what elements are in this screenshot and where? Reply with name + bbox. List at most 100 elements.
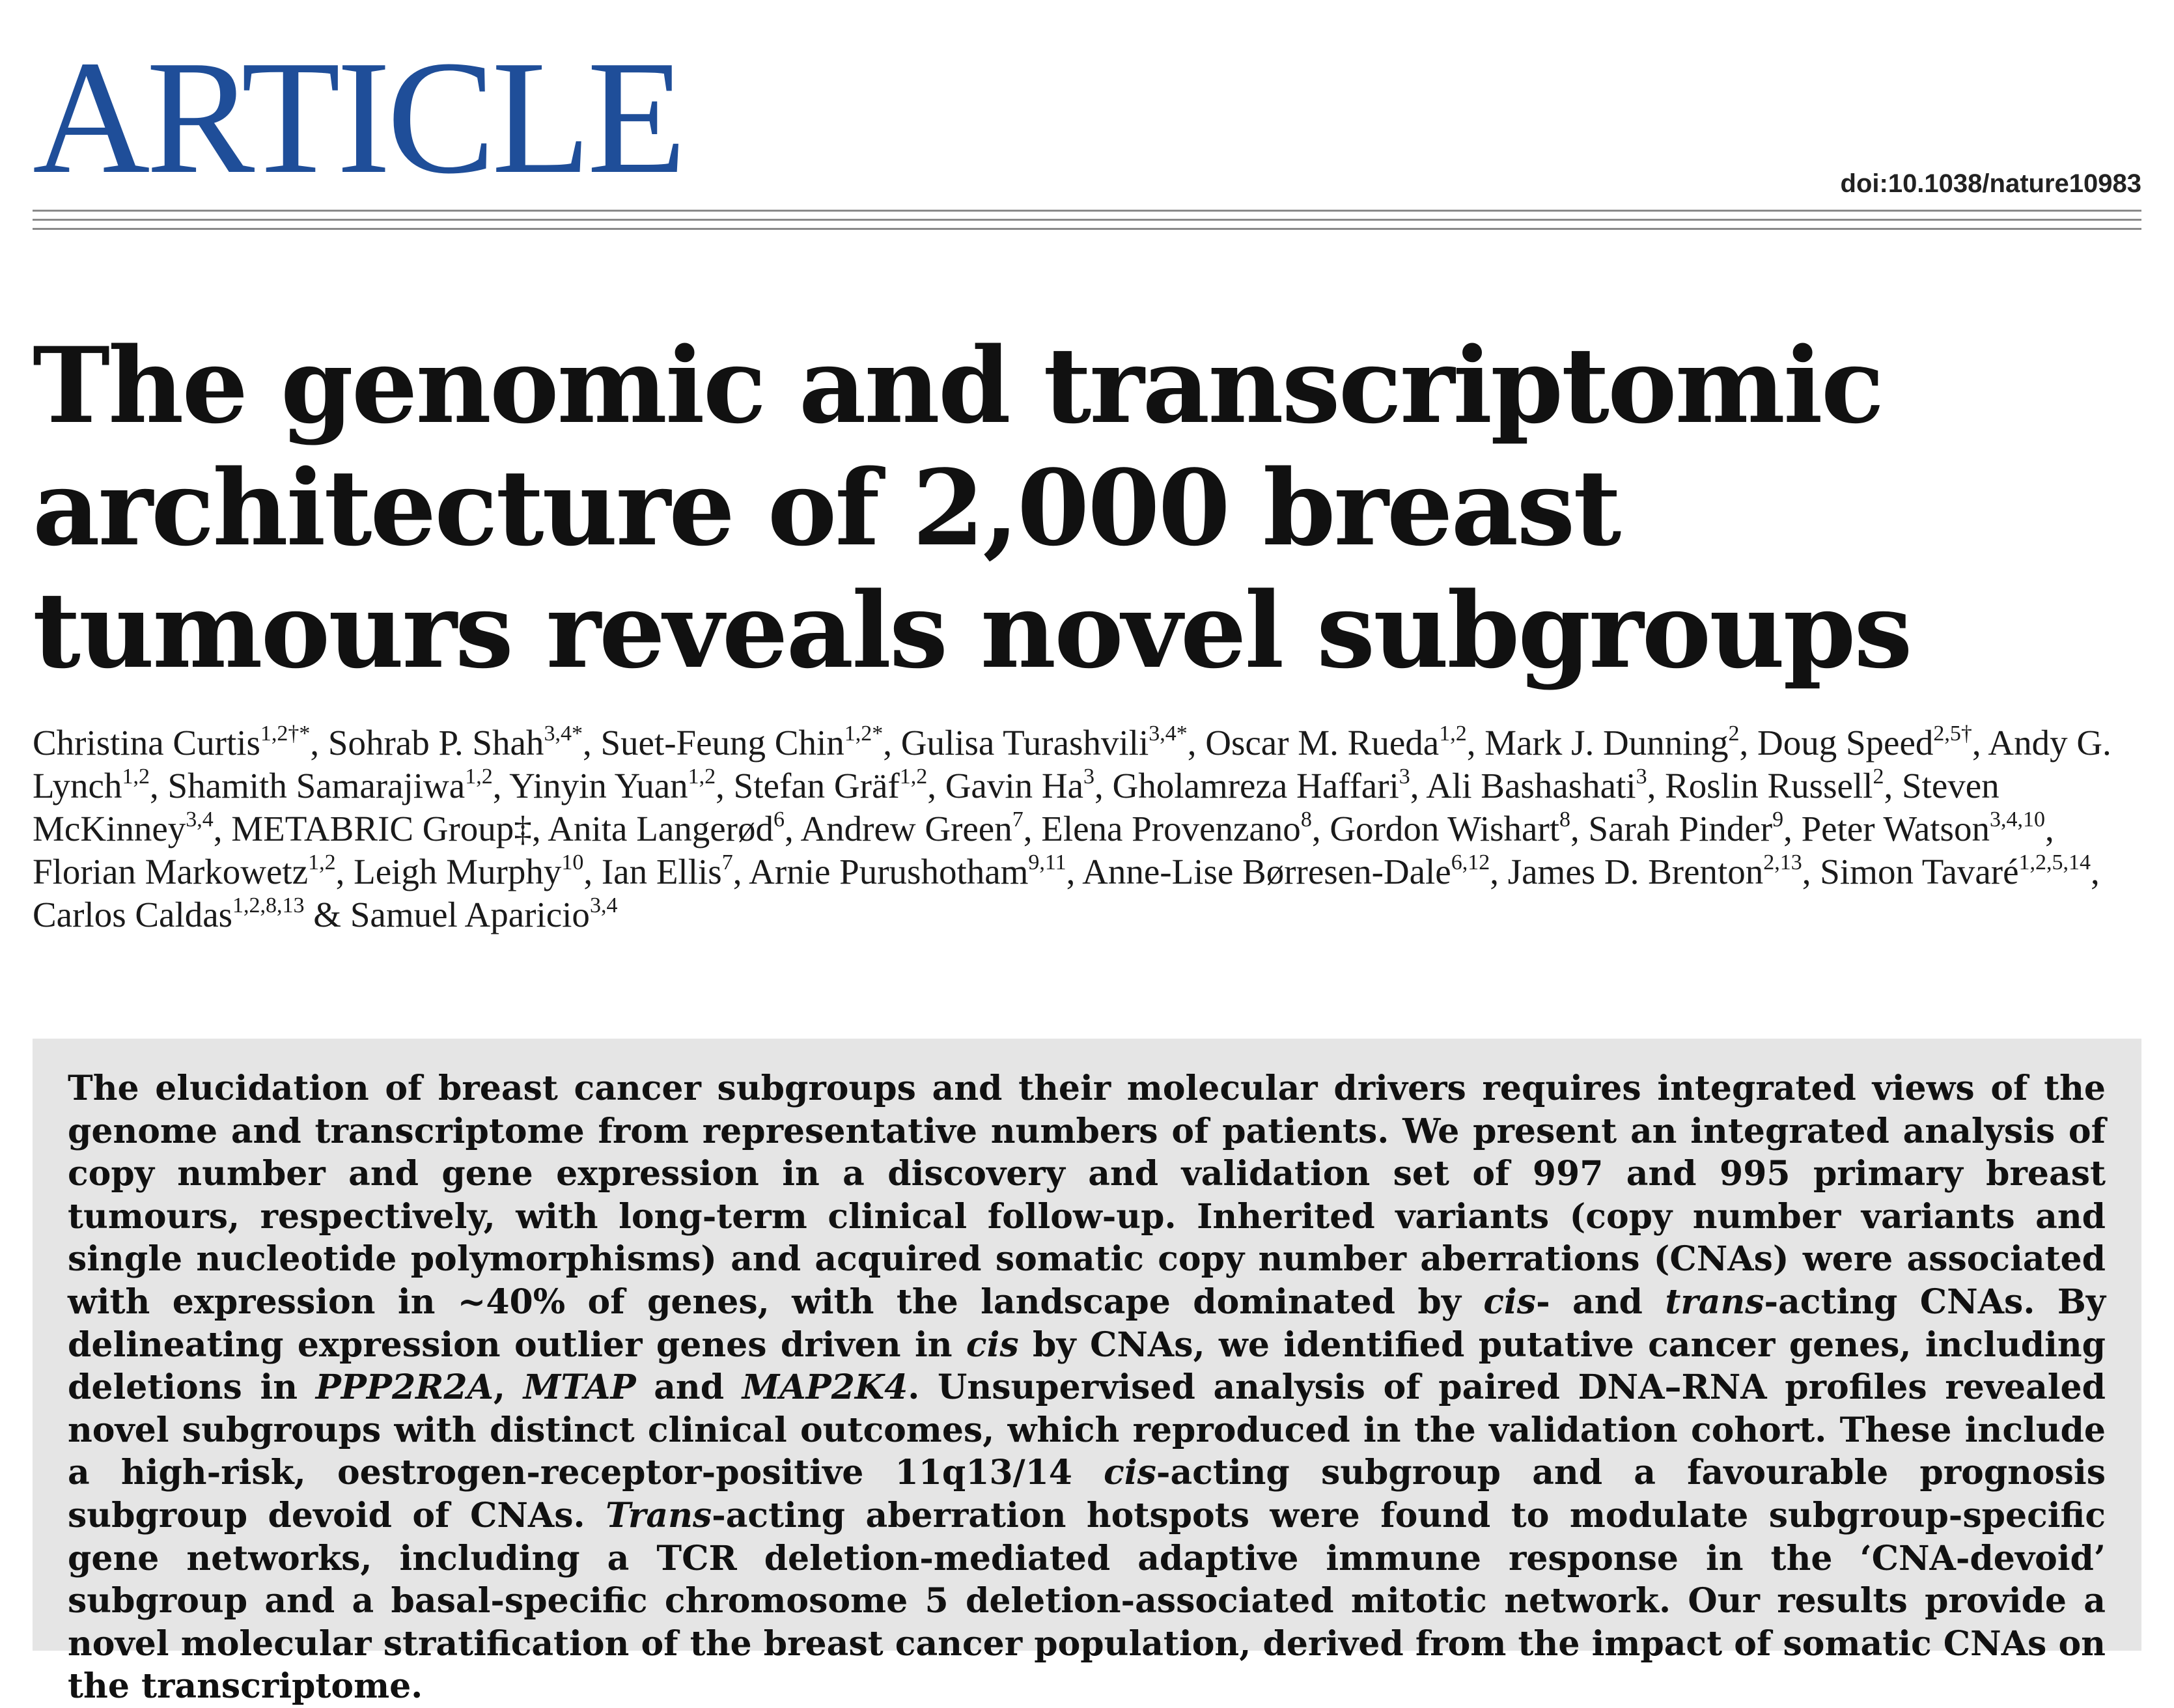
author-affiliation-marks: 1,2* — [844, 721, 884, 746]
author-affiliation-marks: 6 — [773, 807, 785, 832]
article-title: The genomic and transcriptomic architect… — [33, 324, 1913, 692]
author: Gordon Wishart8 — [1330, 807, 1571, 849]
author-name: Elena Provenzano — [1041, 809, 1301, 848]
author-affiliation-marks: 3,4 — [186, 807, 214, 832]
author: Doug Speed2,5† — [1757, 723, 1972, 763]
author-affiliation-marks: 9 — [1772, 807, 1784, 832]
author-affiliation-marks: 3,4 — [589, 893, 618, 917]
abstract-run: -acting CNAs. By delineating expression … — [68, 1281, 2106, 1365]
author-affiliation-marks: 3 — [1399, 764, 1410, 789]
author-name: Gordon Wishart — [1330, 809, 1560, 848]
author-name: James D. Brenton — [1507, 852, 1764, 891]
abstract-text: The elucidation of breast cancer subgrou… — [68, 1067, 2106, 1708]
author-name: Peter Watson — [1801, 809, 1990, 848]
abstract-run: The elucidation of breast cancer subgrou… — [68, 1069, 2106, 1322]
author-affiliation-marks: 1,2 — [308, 850, 336, 875]
author-affiliation-marks: 1,2 — [122, 764, 150, 789]
author-affiliation-marks: 2,13 — [1763, 850, 1802, 875]
abstract-run: . Unsupervised analysis of paired DNA–RN… — [68, 1367, 2106, 1493]
author-name: Ali Bashashati — [1426, 766, 1636, 805]
author-affiliation-marks: 3 — [1083, 764, 1094, 789]
author: Samuel Aparicio3,4 — [350, 893, 618, 935]
author-affiliation-marks: 1,2†* — [260, 721, 311, 746]
author-name: Gavin Ha — [945, 766, 1083, 805]
author: Elena Provenzano8 — [1041, 807, 1312, 849]
author-affiliation-marks: 9,11 — [1028, 850, 1066, 875]
author-affiliation-marks: 2,5† — [1933, 721, 1972, 746]
abstract-run: - and — [1536, 1281, 1665, 1322]
abstract-italic-run: cis — [966, 1324, 1019, 1365]
author-name: Roslin Russell — [1665, 766, 1873, 805]
author-name: Sohrab P. Shah — [327, 723, 544, 763]
author-affiliation-marks: 2 — [1728, 721, 1740, 746]
author: Sohrab P. Shah3,4* — [328, 723, 583, 763]
author: Yinyin Yuan1,2 — [509, 764, 716, 806]
author-name: Samuel Aparicio — [350, 895, 590, 934]
author: Oscar M. Rueda1,2 — [1205, 723, 1466, 763]
author-affiliation-marks: 7 — [721, 850, 733, 875]
author-name: Gholamreza Haffari — [1112, 766, 1399, 805]
author-name: Gulisa Turashvili — [900, 723, 1149, 763]
abstract-run: and — [635, 1367, 742, 1408]
author: Christina Curtis1,2†* — [33, 723, 310, 763]
abstract-italic-run: Trans — [606, 1495, 712, 1535]
author-name: Sarah Pinder — [1588, 809, 1773, 848]
abstract-italic-run: trans — [1665, 1281, 1764, 1322]
abstract-italic-run: PPP2R2A — [315, 1367, 494, 1408]
author: Ian Ellis7 — [601, 850, 733, 892]
author-affiliation-marks: 3 — [1636, 764, 1647, 789]
author: Leigh Murphy10 — [354, 850, 584, 892]
author-name: Mark J. Dunning — [1484, 723, 1729, 763]
author: Ali Bashashati3 — [1426, 764, 1647, 806]
author: Peter Watson3,4,10 — [1801, 807, 2045, 849]
author-name: Florian Markowetz — [33, 852, 309, 891]
author-affiliation-marks: 6,12 — [1451, 850, 1490, 875]
abstract-italic-run: MTAP — [523, 1367, 636, 1408]
author-name: Anne-Lise Børresen-Dale — [1082, 852, 1451, 891]
author-affiliation-marks: 8 — [1300, 807, 1312, 832]
author-affiliation-marks: 10 — [561, 850, 584, 875]
author-name: Christina Curtis — [33, 723, 260, 763]
author-name: Yinyin Yuan — [509, 766, 688, 805]
abstract-run: , — [493, 1367, 523, 1408]
author-name: Stefan Gräf — [733, 766, 900, 805]
author: Gulisa Turashvili3,4* — [901, 723, 1188, 763]
author-name: METABRIC Group‡ — [231, 809, 532, 848]
header-rule — [33, 228, 2141, 230]
author-name: Shamith Samarajiwa — [167, 766, 466, 805]
author-affiliation-marks: 3,4* — [1149, 721, 1188, 746]
author-name: Andrew Green — [800, 809, 1012, 848]
author-affiliation-marks: 1,2,8,13 — [232, 893, 305, 917]
abstract-run: -acting subgroup and a favourable progno… — [68, 1453, 2106, 1535]
author-name: Ian Ellis — [601, 852, 722, 891]
author-name: Andy G. Lynch — [33, 723, 2111, 805]
abstract-italic-run: cis — [1483, 1281, 1537, 1322]
author: Mark J. Dunning2 — [1484, 723, 1739, 763]
author: Suet-Feung Chin1,2* — [600, 723, 883, 763]
author-affiliation-marks: 3,4,10 — [1989, 807, 2045, 832]
header-rule — [33, 210, 2141, 212]
author: Simon Tavaré1,2,5,14 — [1820, 852, 2091, 892]
author: Florian Markowetz1,2 — [33, 850, 336, 892]
author-name: Anita Langerød — [548, 809, 773, 848]
author: Gholamreza Haffari3 — [1112, 764, 1410, 806]
author-list: Christina Curtis1,2†*, Sohrab P. Shah3,4… — [33, 721, 2111, 935]
author: Roslin Russell2 — [1665, 764, 1884, 806]
author-name: Steven McKinney — [33, 766, 2000, 848]
author: Stefan Gräf1,2 — [733, 766, 928, 806]
abstract-run: by CNAs, we identified putative cancer g… — [68, 1324, 2106, 1408]
author: Andrew Green7 — [800, 807, 1024, 849]
author-affiliation-marks: 1,2 — [465, 764, 493, 789]
author: Sarah Pinder9 — [1588, 807, 1784, 849]
author-name: Carlos Caldas — [33, 895, 233, 934]
author: Steven McKinney3,4 — [33, 766, 2000, 848]
author-affiliation-marks: 7 — [1012, 807, 1024, 832]
author-name: Suet-Feung Chin — [600, 723, 844, 763]
author-affiliation-marks: 1,2 — [688, 764, 716, 789]
abstract-box: The elucidation of breast cancer subgrou… — [33, 1039, 2141, 1706]
author-affiliation-marks: 2 — [1873, 764, 1884, 789]
author-name: Arnie Purushotham — [749, 852, 1029, 891]
author-affiliation-marks: 8 — [1559, 807, 1571, 832]
author-affiliation-marks: 3,4* — [544, 721, 583, 746]
author: Andy G. Lynch1,2 — [33, 723, 2111, 805]
